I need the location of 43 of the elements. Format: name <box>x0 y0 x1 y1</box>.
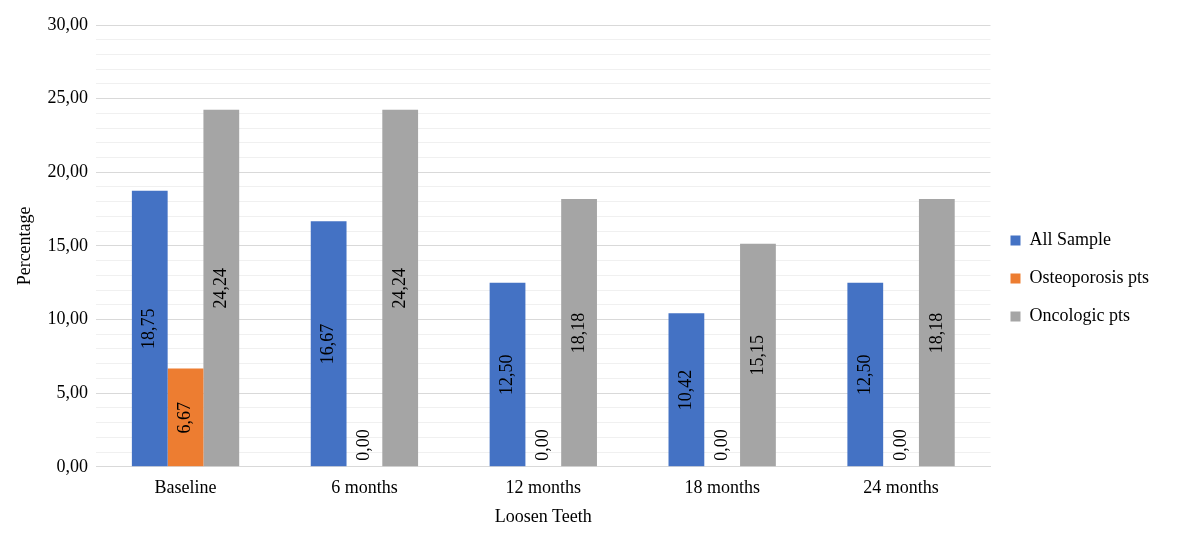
data-label: 0,00 <box>532 429 553 461</box>
bar <box>489 282 526 467</box>
y-tick-label: 15,00 <box>47 234 89 255</box>
bar <box>561 199 597 467</box>
bar <box>740 243 776 467</box>
x-tick-label: 6 months <box>331 477 398 498</box>
y-tick-label: 10,00 <box>47 308 89 329</box>
data-label: 6,67 <box>174 401 195 434</box>
data-label: 0,00 <box>710 429 731 461</box>
bar <box>203 109 240 467</box>
data-label: 12,50 <box>854 354 875 396</box>
x-tick-label: 24 months <box>863 477 939 498</box>
data-label: 18,18 <box>567 312 588 354</box>
legend-label: All Sample <box>1029 229 1111 250</box>
y-tick-label: 30,00 <box>47 13 89 34</box>
legend-label: Oncologic pts <box>1029 305 1130 326</box>
data-label: 0,00 <box>889 429 910 461</box>
bar <box>918 199 955 467</box>
data-label: 0,00 <box>353 429 374 461</box>
legend-label: Osteoporosis pts <box>1029 267 1150 288</box>
y-tick-label: 20,00 <box>47 161 89 181</box>
y-tick-label: 25,00 <box>47 87 89 108</box>
y-tick-label: 5,00 <box>56 381 89 402</box>
x-tick-label: Baseline <box>154 477 217 498</box>
data-label: 24,24 <box>388 268 409 309</box>
bar <box>167 368 204 467</box>
data-label: 16,67 <box>317 323 338 365</box>
data-label: 15,15 <box>746 335 767 376</box>
data-label: 18,18 <box>925 312 946 354</box>
data-label: 10,42 <box>675 369 696 411</box>
y-axis-title: Percentage <box>13 206 34 286</box>
x-axis-title: Loosen Teeth <box>494 505 592 526</box>
bar <box>131 190 168 467</box>
data-label: 24,24 <box>210 268 231 309</box>
bar <box>668 313 705 467</box>
x-tick-label: 12 months <box>505 477 582 498</box>
y-tick-label: 0,00 <box>56 455 89 476</box>
bar <box>847 282 884 467</box>
x-tick-label: 18 months <box>684 477 760 498</box>
bar <box>382 109 419 467</box>
bar <box>310 221 347 467</box>
data-label: 18,75 <box>138 308 159 349</box>
data-label: 12,50 <box>496 354 517 396</box>
